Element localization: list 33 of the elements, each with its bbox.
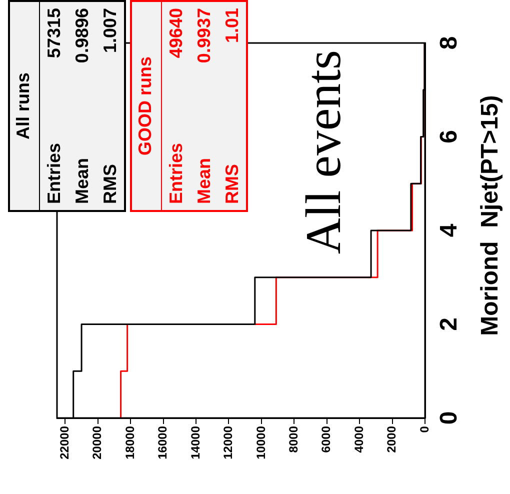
x-tick-label: 8000 (286, 426, 300, 453)
x-tick-label: 18000 (122, 426, 137, 460)
text: All runs (10, 2, 40, 210)
x-tick-label: 2000 (384, 426, 399, 453)
annotation: Entries (166, 142, 186, 204)
annotation: All events (295, 50, 351, 254)
x-tick-label: 6000 (319, 426, 334, 453)
x-tick-label: 12000 (221, 426, 236, 460)
y-tick-label: 8 (436, 36, 463, 50)
annotation: Entries (44, 142, 64, 204)
annotation: 57315 (44, 8, 64, 58)
x-tick-label: 10000 (254, 426, 268, 460)
annotation: Mean (72, 158, 92, 204)
x-tick-label: 20000 (90, 426, 104, 460)
annotation: Mean (194, 158, 214, 204)
y-tick-label: 0 (436, 411, 463, 425)
y-axis-title: Moriond Njet(PT>15) (476, 95, 504, 336)
text: GOOD runs (132, 2, 162, 210)
annotation: 49640 (166, 8, 186, 58)
y-tick-label: 2 (436, 318, 463, 331)
x-tick-label: 22000 (57, 426, 72, 460)
x-tick-label: 4000 (352, 426, 366, 453)
y-tick-label: 4 (436, 223, 463, 238)
annotation: 1.01 (222, 8, 242, 44)
annotation: 1.007 (100, 8, 120, 54)
x-tick-label: 16000 (156, 426, 170, 460)
annotation: RMS (222, 164, 242, 204)
annotation: RMS (100, 164, 120, 204)
annotation: 0.9896 (72, 8, 92, 64)
x-tick-label: 0 (417, 426, 432, 433)
x-tick-label: 14000 (188, 426, 202, 460)
annotation: 0.9937 (194, 8, 214, 64)
y-tick-label: 6 (436, 130, 463, 144)
